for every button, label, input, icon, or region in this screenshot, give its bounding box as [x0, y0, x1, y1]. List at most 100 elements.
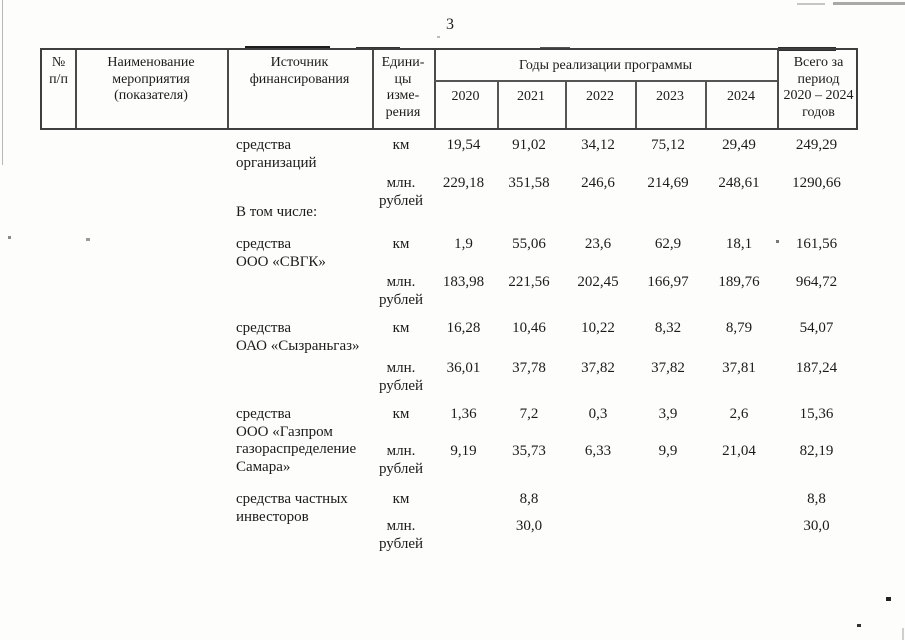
page-number: 3: [446, 16, 454, 33]
unit-label: млн. рублей: [378, 360, 424, 394]
scan-artifact-topright-dashes: [797, 3, 825, 5]
value-2020: 1,36: [450, 406, 477, 422]
value-2022: 246,6: [581, 175, 615, 191]
value-2021: 30,0: [515, 518, 543, 534]
header-year-2024: 2024: [727, 89, 755, 104]
unit-label: км: [392, 236, 410, 252]
value-2021: 91,02: [512, 137, 546, 153]
value-2023: 166,97: [647, 274, 689, 290]
unit-label: км: [392, 320, 410, 336]
value-2021: 55,06: [512, 236, 546, 252]
header-years-group: Годы реализации программы: [519, 58, 692, 73]
header-col-no: № п/п: [49, 55, 68, 87]
scan-artifact-speck-4: [886, 597, 891, 601]
value-2024: 29,49: [722, 137, 756, 153]
source-label: средства ОАО «Сызраньгаз»: [236, 320, 360, 354]
value-2022: 202,45: [577, 274, 619, 290]
value-2020: 16,28: [446, 320, 481, 336]
source-label: средства ООО «Газпром газораспределение …: [236, 406, 357, 475]
value-2023: 62,9: [654, 236, 682, 252]
table-row-group-gazprom: средства ООО «Газпром газораспределение …: [40, 406, 858, 477]
header-year-2022: 2022: [586, 89, 614, 104]
table-row-group-private-investors: средства частных инвесторов км 8,8 8,8 м…: [40, 491, 858, 552]
value-2020: 19,54: [446, 137, 481, 153]
table-border-year1: [497, 80, 499, 128]
value-total: 964,72: [795, 274, 838, 290]
unit-label: км: [392, 406, 410, 422]
unit-label: млн. рублей: [378, 518, 424, 552]
value-total: 161,56: [795, 236, 838, 252]
value-total: 54,07: [799, 320, 834, 336]
source-label: средства организаций: [236, 137, 317, 171]
value-total: 82,19: [799, 443, 834, 459]
table-border-year2: [565, 80, 567, 128]
value-2024: 189,76: [718, 274, 760, 290]
scan-artifact-topright-line: [833, 2, 905, 5]
scan-artifact-speck-2: [86, 238, 90, 241]
value-2023: 9,9: [658, 443, 678, 459]
header-col-name: Наименование мероприятия (показателя): [107, 55, 195, 103]
unit-label: млн. рублей: [378, 443, 424, 477]
value-2021: 7,2: [519, 406, 539, 422]
unit-label: км: [392, 137, 410, 153]
value-2023: 214,69: [647, 175, 689, 191]
source-label: средства частных инвесторов: [236, 491, 348, 525]
source-label: средства ООО «СВГК»: [236, 236, 326, 270]
value-2024: 248,61: [718, 175, 760, 191]
subtotal-note: В том числе:: [236, 204, 318, 220]
table-border-col4: [434, 50, 436, 128]
value-2021: 8,8: [519, 491, 539, 507]
value-2020: 229,18: [442, 175, 485, 191]
value-2021: 35,73: [512, 443, 546, 459]
scan-artifact-right-edge-stub: [902, 628, 904, 640]
table-row-group-svgk: средства ООО «СВГК» км 1,9 55,06 23,6 62…: [40, 236, 858, 308]
value-2023: 8,32: [654, 320, 682, 336]
value-2021: 10,46: [512, 320, 546, 336]
scan-artifact-dot-1: [437, 36, 440, 38]
value-2021: 221,56: [508, 274, 550, 290]
value-2023: 75,12: [651, 137, 685, 153]
value-total: 1290,66: [792, 175, 841, 191]
value-2024: 18,1: [725, 236, 753, 252]
table-border-year3: [635, 80, 637, 128]
value-2023: 37,82: [651, 360, 685, 376]
header-year-2023: 2023: [656, 89, 684, 104]
value-2020: 183,98: [442, 274, 485, 290]
table-border-col2: [227, 50, 229, 128]
value-2020: 1,9: [454, 236, 473, 252]
header-year-2020: 2020: [451, 89, 480, 104]
table-row-group-syzrangaz: средства ОАО «Сызраньгаз» км 16,28 10,46…: [40, 320, 858, 394]
value-2022: 37,82: [581, 360, 615, 376]
table-border-col3: [372, 50, 374, 128]
header-year-2021: 2021: [517, 89, 545, 104]
value-total: 249,29: [795, 137, 838, 153]
value-2022: 0,3: [588, 406, 608, 422]
unit-label: км: [392, 491, 410, 507]
scan-artifact-speck-1: [8, 236, 11, 239]
value-2020: 9,19: [450, 443, 477, 459]
table-header: № п/п Наименование мероприятия (показате…: [40, 48, 858, 130]
table-border-year4: [705, 80, 707, 128]
header-col-unit: Едини- цы изме- рения: [381, 55, 425, 120]
value-total: 15,36: [799, 406, 834, 422]
value-2021: 37,78: [512, 360, 546, 376]
scan-artifact-left-edge-line: [2, 0, 3, 165]
table-border-col-total: [777, 50, 779, 128]
scan-artifact-speck-3: [776, 240, 779, 243]
value-2024: 21,04: [722, 443, 756, 459]
header-col-source: Источник финансирования: [249, 55, 350, 87]
value-total: 187,24: [795, 360, 838, 376]
scan-artifact-speck-5: [857, 624, 861, 627]
table-border-col1: [75, 50, 77, 128]
value-total: 30,0: [803, 518, 830, 534]
value-2022: 10,22: [581, 320, 615, 336]
value-2024: 37,81: [722, 360, 756, 376]
value-2024: 2,6: [729, 406, 749, 422]
value-2023: 3,9: [658, 406, 678, 422]
value-2021: 351,58: [508, 175, 550, 191]
value-2022: 34,12: [581, 137, 615, 153]
value-total: 8,8: [807, 491, 826, 507]
header-col-total: Всего за период 2020 – 2024 годов: [783, 55, 854, 120]
value-2024: 8,79: [725, 320, 753, 336]
